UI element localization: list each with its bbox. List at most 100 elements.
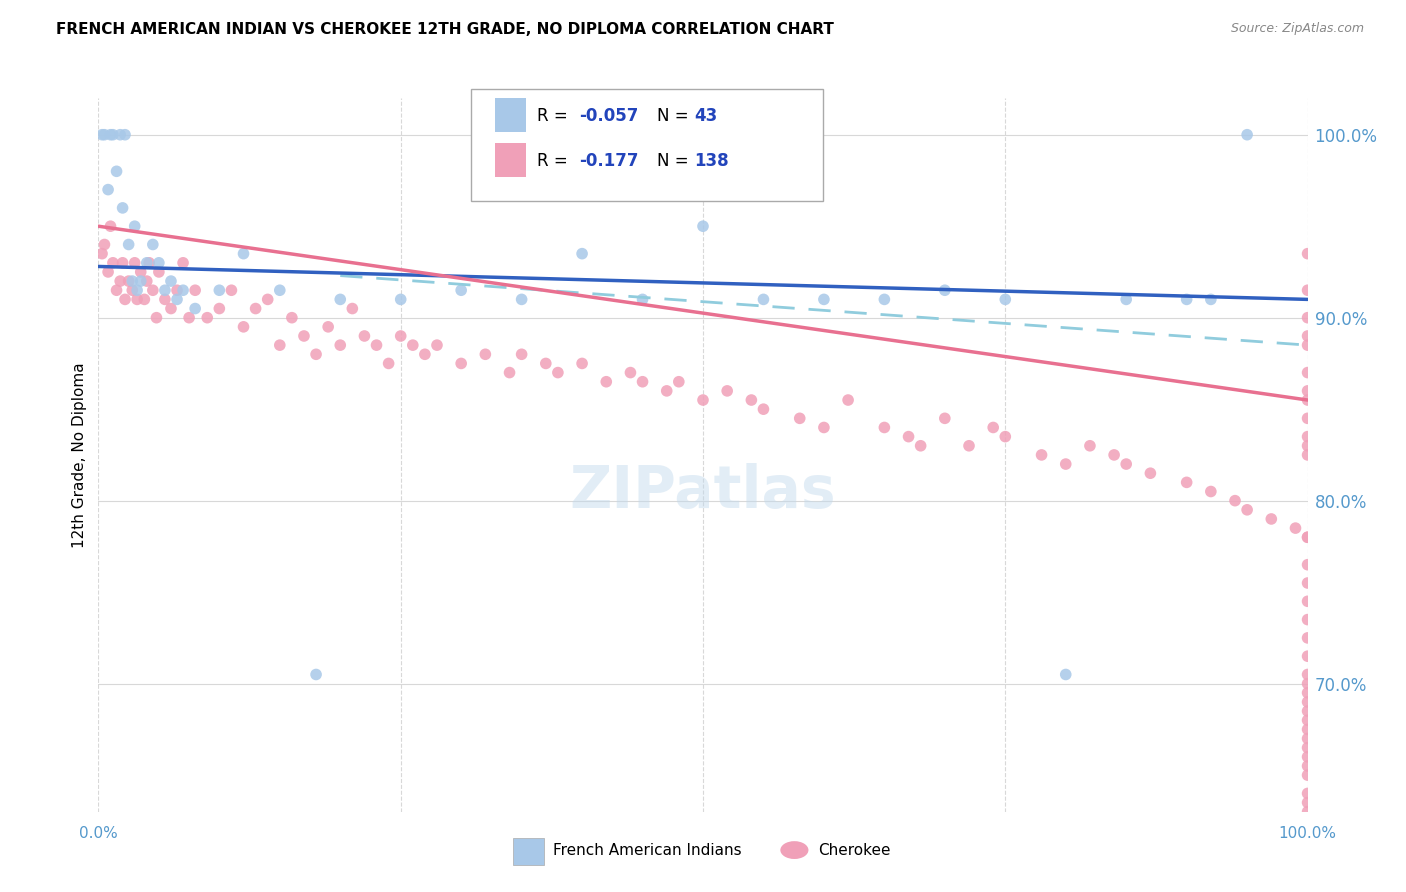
- Point: [135, 256, 157, 270]
- Point: [619, 366, 641, 380]
- Point: [93, 237, 115, 252]
- Point: [97, 265, 120, 279]
- Point: [534, 356, 557, 370]
- Point: [450, 356, 472, 370]
- Point: [129, 265, 152, 279]
- Point: [292, 329, 315, 343]
- Point: [166, 283, 188, 297]
- Point: [145, 310, 167, 325]
- Point: [166, 293, 188, 307]
- Point: [100, 128, 122, 142]
- Point: [108, 274, 131, 288]
- Point: [1296, 329, 1319, 343]
- Point: [1199, 484, 1222, 499]
- Point: [1296, 796, 1319, 810]
- Point: [740, 392, 762, 407]
- Point: [1296, 667, 1319, 681]
- Point: [342, 301, 364, 316]
- Text: 138: 138: [695, 152, 730, 169]
- Point: [1296, 676, 1319, 690]
- Point: [1296, 731, 1319, 746]
- Text: N =: N =: [657, 107, 693, 125]
- Point: [1031, 448, 1053, 462]
- Point: [101, 128, 124, 142]
- Point: [195, 310, 218, 325]
- Point: [994, 429, 1017, 443]
- Text: R =: R =: [537, 107, 574, 125]
- Point: [1223, 493, 1246, 508]
- Point: [269, 283, 291, 297]
- Point: [413, 347, 436, 361]
- Point: [1296, 338, 1319, 352]
- Point: [1199, 293, 1222, 307]
- Point: [153, 283, 176, 297]
- Point: [1175, 293, 1198, 307]
- Point: [118, 274, 141, 288]
- Point: [1296, 759, 1319, 773]
- Point: [269, 338, 291, 352]
- Point: [1296, 860, 1319, 874]
- Point: [172, 283, 194, 297]
- Point: [655, 384, 678, 398]
- Point: [934, 411, 956, 425]
- Point: [208, 283, 231, 297]
- Point: [1236, 503, 1258, 517]
- Point: [1296, 740, 1319, 755]
- Point: [184, 283, 207, 297]
- Point: [1296, 768, 1319, 782]
- Point: [910, 439, 932, 453]
- Point: [124, 219, 146, 234]
- Point: [1296, 749, 1319, 764]
- Point: [1296, 695, 1319, 709]
- Point: [127, 293, 149, 307]
- Point: [1296, 723, 1319, 737]
- Point: [1054, 457, 1077, 471]
- Point: [305, 347, 328, 361]
- Point: [1296, 530, 1319, 544]
- Point: [510, 293, 533, 307]
- Point: [1054, 667, 1077, 681]
- Point: [1296, 805, 1319, 819]
- Text: 43: 43: [695, 107, 718, 125]
- Point: [101, 256, 124, 270]
- Point: [1296, 530, 1319, 544]
- Point: [142, 283, 165, 297]
- Point: [305, 667, 328, 681]
- Point: [571, 356, 593, 370]
- Point: [1296, 439, 1319, 453]
- Point: [1296, 384, 1319, 398]
- Point: [752, 293, 775, 307]
- Point: [450, 283, 472, 297]
- Point: [1296, 832, 1319, 847]
- Point: [402, 338, 425, 352]
- Point: [329, 338, 352, 352]
- Point: [692, 392, 714, 407]
- Point: [873, 420, 896, 434]
- Point: [100, 219, 122, 234]
- Point: [142, 237, 165, 252]
- Point: [138, 256, 160, 270]
- Point: [353, 329, 375, 343]
- Point: [134, 293, 156, 307]
- Point: [245, 301, 267, 316]
- Point: [1284, 521, 1306, 535]
- Text: French American Indians: French American Indians: [553, 844, 741, 858]
- Point: [426, 338, 449, 352]
- Point: [1296, 814, 1319, 828]
- Point: [129, 274, 152, 288]
- Text: -0.057: -0.057: [579, 107, 638, 125]
- Point: [316, 319, 339, 334]
- Point: [1296, 613, 1319, 627]
- Point: [389, 293, 412, 307]
- Point: [1296, 841, 1319, 855]
- Point: [111, 201, 134, 215]
- Point: [160, 301, 183, 316]
- Point: [813, 420, 835, 434]
- Point: [105, 283, 128, 297]
- Point: [631, 375, 654, 389]
- Point: [91, 128, 114, 142]
- Point: [1296, 704, 1319, 718]
- Point: [256, 293, 278, 307]
- Point: [135, 274, 157, 288]
- Point: [1139, 467, 1161, 481]
